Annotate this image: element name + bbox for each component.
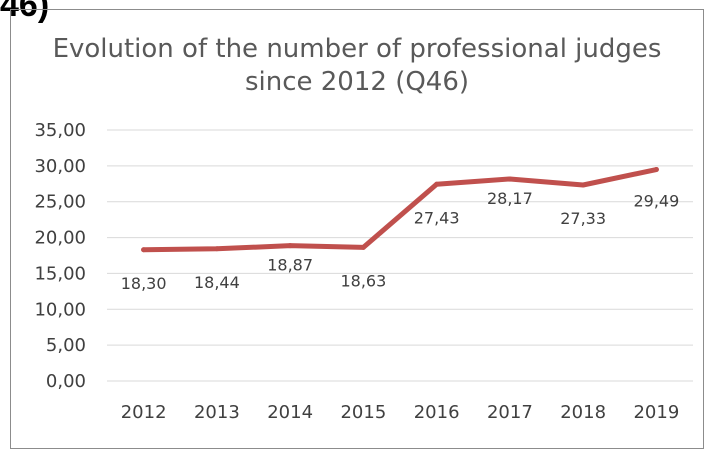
y-tick-label: 0,00: [46, 371, 86, 392]
data-label: 18,30: [121, 274, 167, 293]
data-label: 18,87: [267, 256, 313, 275]
x-tick-label: 2016: [414, 402, 460, 423]
x-tick-label: 2018: [560, 402, 606, 423]
x-tick-label: 2015: [340, 402, 386, 423]
data-point: [361, 245, 366, 250]
x-tick-label: 2017: [487, 402, 533, 423]
data-label: 29,49: [633, 192, 679, 211]
x-tick-label: 2014: [267, 402, 313, 423]
data-label: 28,17: [487, 189, 533, 208]
data-point: [214, 246, 219, 251]
data-point: [507, 176, 512, 181]
x-tick-label: 2012: [121, 402, 167, 423]
y-tick-label: 35,00: [34, 120, 86, 141]
data-label: 18,44: [194, 273, 240, 292]
data-point: [141, 247, 146, 252]
x-tick-label: 2013: [194, 402, 240, 423]
line-chart: 0,00 5,00 10,00 15,00 20,00 25,00 30,00 35,00 20…: [0, 0, 708, 437]
y-tick-label: 15,00: [34, 263, 86, 284]
chart-frame: 46) Evolution of the number of professio…: [0, 0, 708, 437]
data-label: 18,63: [340, 271, 386, 290]
data-point: [434, 182, 439, 187]
y-tick-label: 30,00: [34, 156, 86, 177]
y-tick-label: 10,00: [34, 299, 86, 320]
x-tick-label: 2019: [633, 402, 679, 423]
y-tick-label: 25,00: [34, 192, 86, 213]
data-label: 27,33: [560, 209, 606, 228]
data-label: 27,43: [414, 208, 460, 227]
data-point: [288, 243, 293, 248]
y-tick-label: 5,00: [46, 335, 86, 356]
data-point: [581, 183, 586, 188]
y-tick-label: 20,00: [34, 228, 86, 249]
data-point: [654, 167, 659, 172]
